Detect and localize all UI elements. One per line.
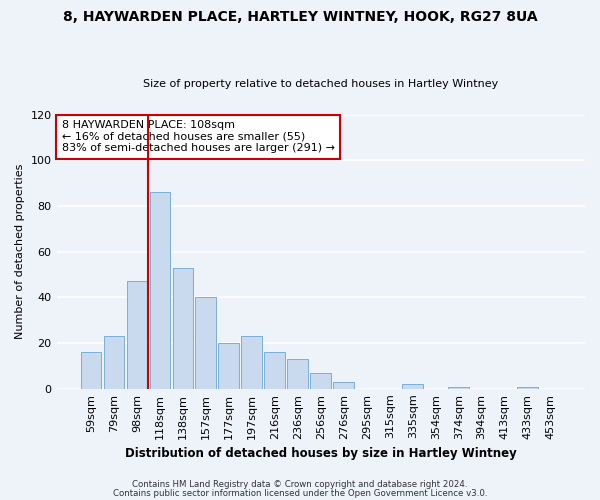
X-axis label: Distribution of detached houses by size in Hartley Wintney: Distribution of detached houses by size …: [125, 447, 517, 460]
Bar: [403, 384, 423, 389]
Text: 8, HAYWARDEN PLACE, HARTLEY WINTNEY, HOOK, RG27 8UA: 8, HAYWARDEN PLACE, HARTLEY WINTNEY, HOO…: [62, 10, 538, 24]
Bar: [265, 352, 285, 389]
Text: Contains public sector information licensed under the Open Government Licence v3: Contains public sector information licen…: [113, 489, 487, 498]
Bar: [310, 373, 331, 389]
Text: 8 HAYWARDEN PLACE: 108sqm
← 16% of detached houses are smaller (55)
83% of semi-: 8 HAYWARDEN PLACE: 108sqm ← 16% of detac…: [62, 120, 335, 154]
Text: Contains HM Land Registry data © Crown copyright and database right 2024.: Contains HM Land Registry data © Crown c…: [132, 480, 468, 489]
Bar: [127, 282, 147, 389]
Bar: [218, 343, 239, 389]
Bar: [287, 359, 308, 389]
Title: Size of property relative to detached houses in Hartley Wintney: Size of property relative to detached ho…: [143, 79, 499, 89]
Bar: [196, 298, 216, 389]
Bar: [173, 268, 193, 389]
Bar: [448, 386, 469, 389]
Bar: [334, 382, 354, 389]
Bar: [80, 352, 101, 389]
Bar: [149, 192, 170, 389]
Bar: [104, 336, 124, 389]
Bar: [241, 336, 262, 389]
Y-axis label: Number of detached properties: Number of detached properties: [15, 164, 25, 340]
Bar: [517, 386, 538, 389]
